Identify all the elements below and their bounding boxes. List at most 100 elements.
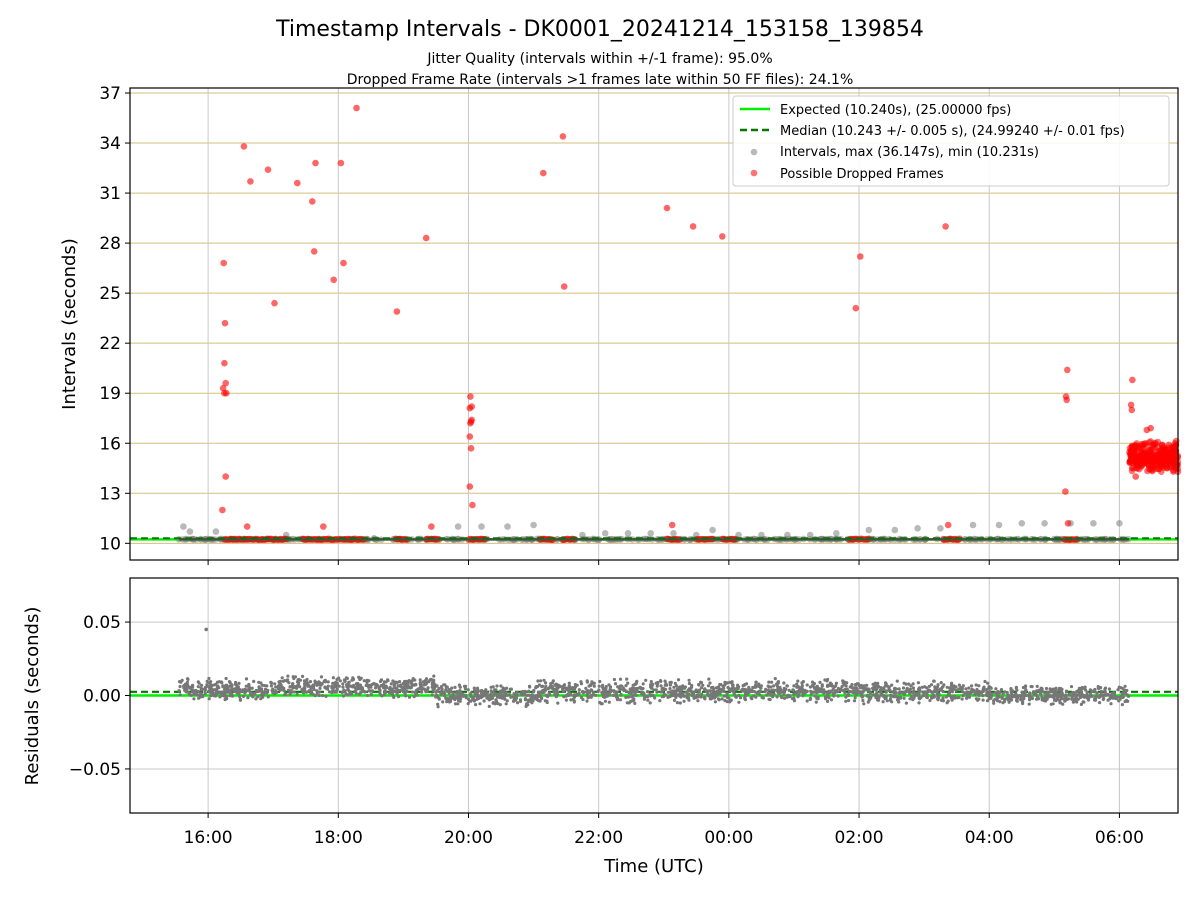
residual-point (687, 681, 692, 686)
residual-point (941, 689, 945, 694)
residual-point (779, 694, 783, 699)
residual-point (1054, 686, 1058, 690)
residual-point (884, 681, 888, 685)
residual-point (307, 684, 311, 688)
residual-point (528, 699, 532, 703)
residual-point (796, 679, 800, 683)
residual-point (869, 691, 873, 695)
residual-point (440, 687, 444, 691)
residual-point (941, 696, 945, 700)
dropped-frame-point (223, 389, 230, 397)
residual-point (390, 692, 395, 696)
residual-point (1096, 686, 1100, 691)
residual-point (564, 698, 569, 702)
residual-point (1015, 699, 1019, 703)
residual-point (290, 684, 294, 689)
residual-point (950, 698, 954, 702)
dropped-frame-point (1160, 451, 1167, 459)
residual-point (471, 697, 475, 701)
residual-point (567, 681, 571, 685)
residual-point (1113, 692, 1117, 696)
dropped-frame-point (1153, 454, 1160, 462)
intervals-ticks: 10 13 16 19 22 25 28 31 34 37 (99, 84, 1120, 565)
residual-point (884, 694, 888, 698)
residual-point (405, 689, 409, 694)
residual-point (614, 693, 619, 697)
residual-point (1107, 687, 1111, 691)
residual-point (1059, 691, 1063, 695)
dropped-frame-point (1134, 444, 1142, 452)
residual-point (854, 692, 859, 697)
residual-point (218, 691, 222, 695)
residual-point (326, 687, 330, 691)
residual-point (814, 700, 818, 704)
residual-point (868, 697, 872, 701)
residual-point (556, 701, 560, 705)
residual-point (315, 689, 319, 693)
residual-point (936, 683, 940, 687)
residual-point (295, 692, 299, 696)
residual-point (466, 702, 470, 706)
residual-point (959, 686, 963, 690)
residual-point (782, 690, 786, 694)
residual-point (498, 703, 502, 707)
residual-point (705, 689, 710, 693)
residual-point (1127, 694, 1131, 698)
residual-point (518, 698, 523, 702)
residual-point (218, 695, 222, 699)
residual-point (616, 685, 620, 689)
residual-point (289, 689, 293, 693)
residual-point (899, 696, 903, 700)
dropped-frame-point (422, 234, 430, 242)
residual-point (791, 688, 796, 693)
residual-point (782, 696, 787, 700)
residual-point (1023, 692, 1027, 697)
residual-point (982, 685, 986, 689)
dropped-frame-point (852, 304, 860, 312)
residual-point (254, 697, 258, 701)
residual-point (318, 682, 322, 686)
x-tick-label: 00:00 (704, 828, 753, 848)
residual-point (463, 687, 467, 691)
residual-point (209, 680, 213, 684)
residual-point (261, 693, 266, 697)
residual-point (1116, 688, 1120, 692)
residual-point (455, 691, 459, 695)
dropped-frame-point (1144, 467, 1151, 475)
residual-point (390, 687, 394, 691)
residual-point (957, 683, 962, 687)
residual-point (1064, 697, 1068, 701)
residual-point (666, 690, 670, 694)
residual-point (447, 691, 451, 695)
residual-point (1027, 702, 1031, 706)
residual-point (823, 678, 827, 682)
residual-point (511, 699, 516, 703)
residual-point (524, 693, 529, 697)
residual-point (618, 698, 623, 702)
residual-point (678, 701, 682, 705)
residual-point (321, 694, 325, 698)
interval-point (212, 528, 220, 535)
residual-point (897, 687, 901, 691)
residual-point (754, 680, 758, 684)
residual-point (716, 685, 721, 689)
residual-point (728, 687, 732, 691)
residual-point (909, 684, 913, 688)
dropped-frame-point (1064, 520, 1072, 527)
residual-point (608, 693, 612, 697)
residual-point (367, 679, 371, 683)
dropped-frame-point (221, 319, 229, 327)
residual-point (1000, 695, 1004, 699)
dropped-frame-point (689, 223, 697, 230)
residual-point (482, 699, 486, 703)
residual-point (1064, 689, 1069, 693)
residual-point (1054, 694, 1059, 698)
residual-point (537, 683, 542, 687)
residual-point (444, 685, 449, 689)
residual-point (633, 701, 637, 706)
residual-point (676, 678, 681, 682)
residual-point (998, 690, 1002, 694)
residual-point (199, 686, 203, 690)
residual-point (993, 691, 997, 695)
residual-point (812, 682, 817, 686)
